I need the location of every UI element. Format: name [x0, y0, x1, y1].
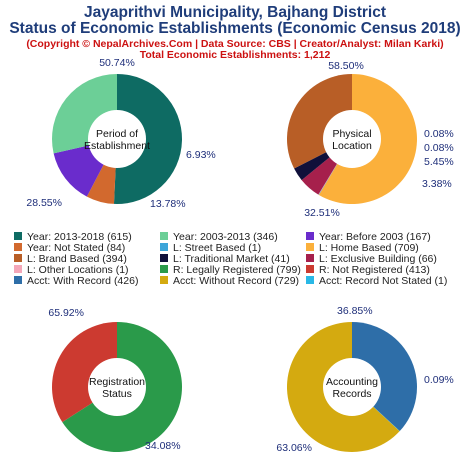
- slice-label-1-5: 32.51%: [304, 207, 340, 219]
- slice-label-1-3: 5.45%: [424, 156, 454, 168]
- legend-swatch: [160, 243, 168, 251]
- slice-0-0: [113, 74, 183, 204]
- legend-swatch: [306, 265, 314, 273]
- donut-hole-3: [323, 358, 381, 416]
- legend-label: Year: Not Stated (84): [27, 242, 126, 254]
- donut-hole-1: [323, 110, 381, 168]
- legend-swatch: [14, 276, 22, 284]
- slice-3-0: [352, 322, 417, 432]
- legend-swatch: [14, 265, 22, 273]
- slice-label-3-1: 0.09%: [424, 374, 454, 386]
- legend-label: R: Not Registered (413): [319, 264, 430, 276]
- legend-label: L: Other Locations (1): [27, 264, 129, 276]
- legend-item: Year: Not Stated (84): [14, 242, 125, 254]
- legend-swatch: [160, 254, 168, 262]
- slice-label-1-1: 0.08%: [424, 128, 454, 140]
- legend-item: Year: 2013-2018 (615): [14, 231, 132, 243]
- slice-label-0-2: 13.78%: [150, 198, 186, 210]
- legend-swatch: [14, 254, 22, 262]
- legend-swatch: [306, 254, 314, 262]
- slice-label-1-2: 0.08%: [424, 142, 454, 154]
- center-label-0-1: Establishment: [84, 140, 150, 152]
- legend-label: R: Legally Registered (799): [173, 264, 301, 276]
- slice-label-2-0: 65.92%: [48, 307, 84, 319]
- legend-item: L: Home Based (709): [306, 242, 419, 254]
- legend-item: L: Brand Based (394): [14, 253, 127, 265]
- center-label-1-1: Location: [332, 140, 372, 152]
- legend-label: L: Traditional Market (41): [173, 253, 290, 265]
- slice-label-1-4: 3.38%: [422, 178, 452, 190]
- legend-item: R: Not Registered (413): [306, 264, 430, 276]
- legend-label: L: Brand Based (394): [27, 253, 127, 265]
- slice-label-0-0: 50.74%: [99, 57, 135, 69]
- center-label-2-0: Registration: [89, 376, 145, 388]
- legend-item: Year: Before 2003 (167): [306, 231, 431, 243]
- legend-label: Year: 2013-2018 (615): [27, 231, 132, 243]
- center-label-0-0: Period of: [96, 128, 138, 140]
- legend-label: Acct: Record Not Stated (1): [319, 275, 448, 287]
- legend-swatch: [160, 276, 168, 284]
- legend-label: Year: 2003-2013 (346): [173, 231, 278, 243]
- slice-label-3-2: 63.06%: [276, 442, 312, 454]
- slice-label-1-0: 58.50%: [328, 60, 364, 72]
- legend-item: L: Exclusive Building (66): [306, 253, 437, 265]
- slice-label-0-3: 28.55%: [26, 197, 62, 209]
- legend-swatch: [160, 265, 168, 273]
- legend-swatch: [14, 232, 22, 240]
- legend-swatch: [306, 276, 314, 284]
- legend-label: L: Home Based (709): [319, 242, 419, 254]
- center-label-3-0: Accounting: [326, 376, 378, 388]
- legend-item: R: Legally Registered (799): [160, 264, 301, 276]
- donut-hole-2: [88, 358, 146, 416]
- chart-title-line1: Jayaprithvi Municipality, Bajhang Distri…: [83, 4, 387, 21]
- total-establishments: Total Economic Establishments: 1,212: [139, 49, 331, 61]
- legend-swatch: [306, 232, 314, 240]
- slice-label-2-1: 34.08%: [145, 440, 181, 452]
- legend-item: Year: 2003-2013 (346): [160, 231, 278, 243]
- slice-label-0-1: 6.93%: [186, 149, 216, 161]
- legend-item: L: Other Locations (1): [14, 264, 129, 276]
- legend-label: Acct: With Record (426): [27, 275, 139, 287]
- legend-label: L: Exclusive Building (66): [319, 253, 437, 265]
- legend-swatch: [14, 243, 22, 251]
- legend-label: L: Street Based (1): [173, 242, 262, 254]
- legend-item: Acct: With Record (426): [14, 275, 138, 287]
- donut-hole-0: [88, 110, 146, 168]
- legend-label: Year: Before 2003 (167): [319, 231, 431, 243]
- legend-swatch: [160, 232, 168, 240]
- legend-swatch: [306, 243, 314, 251]
- center-label-3-1: Records: [332, 388, 371, 400]
- slice-label-3-0: 36.85%: [337, 305, 373, 317]
- center-label-2-1: Status: [102, 388, 132, 400]
- legend-item: L: Traditional Market (41): [160, 253, 290, 265]
- legend-item: Acct: Without Record (729): [160, 275, 299, 287]
- legend-label: Acct: Without Record (729): [173, 275, 300, 287]
- legend-item: L: Street Based (1): [160, 242, 261, 254]
- copyright-note: (Copyright © NepalArchives.Com | Data So…: [26, 38, 444, 50]
- chart-title-line2: Status of Economic Establishments (Econo…: [9, 20, 461, 37]
- legend-item: Acct: Record Not Stated (1): [306, 275, 447, 287]
- center-label-1-0: Physical: [332, 128, 371, 140]
